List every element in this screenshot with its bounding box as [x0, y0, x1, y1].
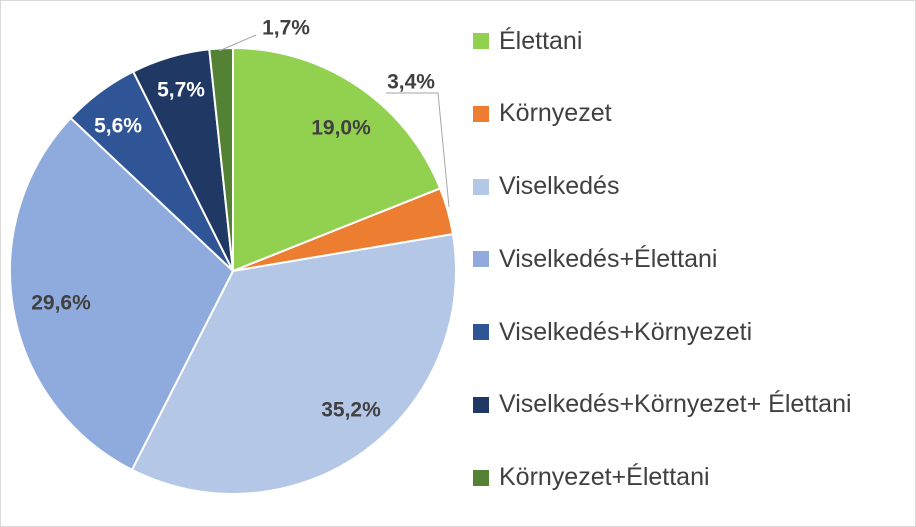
- legend-label: Élettani: [499, 26, 583, 55]
- legend-label: Viselkedés: [499, 172, 620, 201]
- legend-swatch: [473, 469, 489, 486]
- legend-label: Viselkedés+Környezeti: [499, 317, 753, 346]
- legend-label: Környezet: [499, 99, 612, 128]
- legend-label: Viselkedés+Környezet+ Élettani: [499, 390, 852, 419]
- legend-label: Környezet+Élettani: [499, 463, 710, 492]
- legend-item-kornyezet: Környezet: [473, 96, 913, 132]
- data-label-elettani: 19,0%: [311, 117, 371, 140]
- data-label-viselkedes-kornyezet-elettani: 5,7%: [157, 79, 205, 102]
- pie-slice-elettani: [232, 46, 442, 273]
- leader-line-kornyezet: [386, 92, 450, 208]
- legend-label: Viselkedés+Élettani: [499, 244, 718, 273]
- data-label-kornyezet: 3,4%: [387, 71, 435, 94]
- legend-item-viselkedes: Viselkedés: [473, 169, 913, 205]
- legend-swatch: [473, 251, 489, 268]
- legend-item-elettani: Élettani: [473, 23, 913, 59]
- legend-swatch: [473, 178, 489, 195]
- data-label-viselkedes-kornyezeti: 5,6%: [94, 115, 142, 138]
- legend-item-viselkedes-elettani: Viselkedés+Élettani: [473, 241, 913, 277]
- pie-slice-viselkedes: [130, 232, 458, 495]
- pie-slice-viselkedes-elettani: [9, 116, 235, 472]
- data-label-kornyezet-elettani: 1,7%: [262, 17, 310, 40]
- legend-swatch: [473, 324, 489, 341]
- legend-swatch: [473, 33, 489, 49]
- data-label-viselkedes-elettani: 29,6%: [31, 292, 91, 315]
- legend-swatch: [473, 105, 489, 122]
- legend-item-viselkedes-kornyezeti: Viselkedés+Környezeti: [473, 314, 913, 350]
- pie-slice-kornyezet-elettani: [208, 46, 234, 272]
- legend: Élettani Környezet Viselkedés Viselkedés+Él…: [473, 23, 913, 496]
- data-label-viselkedes: 35,2%: [321, 399, 381, 422]
- leader-line-kornyezet-elettani: [218, 34, 257, 52]
- legend-item-viselkedes-kornyezet-elettani: Viselkedés+Környezet+ Élettani: [473, 387, 913, 423]
- legend-swatch: [473, 396, 489, 413]
- legend-item-kornyezet-elettani: Környezet+Élettani: [473, 460, 913, 496]
